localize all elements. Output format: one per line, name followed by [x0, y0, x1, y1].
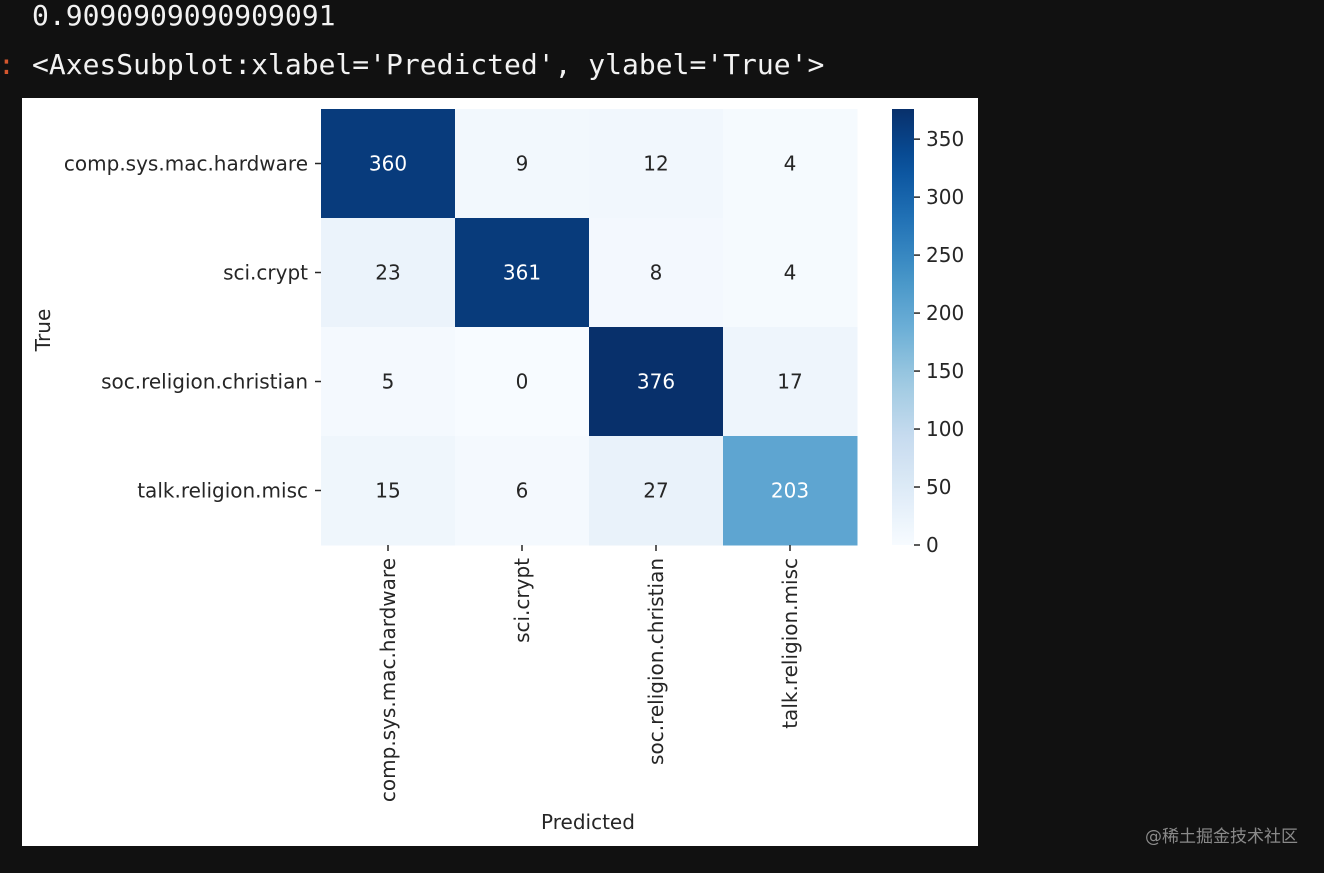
heatmap-cell: [455, 218, 590, 328]
heatmap-cell: [723, 218, 858, 328]
y-tick-label: comp.sys.mac.hardware: [64, 152, 308, 176]
x-axis-ticks: comp.sys.mac.hardware sci.crypt soc.religi…: [376, 545, 802, 802]
colorbar: 0 50 100 150 200 250 300 350: [892, 109, 964, 557]
colorbar-tick-label: 350: [926, 127, 964, 151]
x-axis-label: Predicted: [541, 810, 635, 834]
confusion-matrix-figure: 360 9 12 4 23 361 8 4 5 0 376 17 15 6 27 203 comp.sys.m…: [22, 98, 978, 846]
heatmap-cell: [455, 436, 590, 546]
y-axis-label: True: [31, 309, 55, 352]
cell-value-label: 8: [650, 261, 663, 285]
cell-value-label: 15: [375, 479, 400, 503]
y-tick-label: talk.religion.misc: [137, 479, 308, 503]
heatmap-cell: [723, 109, 858, 219]
cell-value-label: 4: [784, 261, 797, 285]
colorbar-tick-label: 300: [926, 185, 964, 209]
cell-value-label: 5: [382, 370, 395, 394]
colorbar-tick-label: 100: [926, 417, 964, 441]
y-tick-label: soc.religion.christian: [101, 370, 308, 394]
output-prompt-marker: :: [0, 51, 15, 79]
x-tick-label: soc.religion.christian: [644, 558, 668, 765]
heatmap-cell: [321, 327, 456, 437]
colorbar-tick-label: 150: [926, 359, 964, 383]
heatmap-cells: 360 9 12 4 23 361 8 4 5 0 376 17 15 6 27 203: [321, 109, 858, 546]
axes-repr-output: <AxesSubplot:xlabel='Predicted', ylabel=…: [32, 48, 825, 81]
heatmap-cell: [589, 327, 724, 437]
cell-value-label: 4: [784, 152, 797, 176]
heatmap-cell: [321, 436, 456, 546]
cell-value-label: 12: [643, 152, 668, 176]
cell-value-label: 9: [516, 152, 529, 176]
x-tick-label: comp.sys.mac.hardware: [376, 558, 400, 802]
cell-value-label: 17: [777, 370, 802, 394]
cell-value-label: 376: [637, 370, 675, 394]
cell-value-label: 27: [643, 479, 668, 503]
heatmap-cell: [321, 218, 456, 328]
heatmap-cell: [589, 218, 724, 328]
watermark: @稀土掘金技术社区: [1145, 827, 1298, 847]
accuracy-output: 0.9090909090909091: [32, 0, 336, 32]
colorbar-tick-label: 50: [926, 475, 951, 499]
cell-value-label: 361: [503, 261, 541, 285]
cell-value-label: 203: [771, 479, 809, 503]
heatmap-cell: [723, 436, 858, 546]
colorbar-scale: [892, 109, 914, 545]
x-tick-label: sci.crypt: [510, 558, 534, 643]
cell-value-label: 360: [369, 152, 407, 176]
heatmap-cell: [321, 109, 456, 219]
y-tick-label: sci.crypt: [223, 261, 308, 285]
heatmap-cell: [723, 327, 858, 437]
colorbar-tick-label: 200: [926, 301, 964, 325]
x-tick-label: talk.religion.misc: [778, 558, 802, 729]
colorbar-tick-label: 0: [926, 533, 939, 557]
colorbar-tick-label: 250: [926, 243, 964, 267]
y-axis-ticks: comp.sys.mac.hardware sci.crypt soc.religi…: [64, 152, 321, 503]
heatmap-cell: [589, 436, 724, 546]
cell-value-label: 0: [516, 370, 529, 394]
heatmap-cell: [455, 327, 590, 437]
heatmap-cell: [455, 109, 590, 219]
heatmap-cell: [589, 109, 724, 219]
cell-value-label: 23: [375, 261, 400, 285]
cell-value-label: 6: [516, 479, 529, 503]
